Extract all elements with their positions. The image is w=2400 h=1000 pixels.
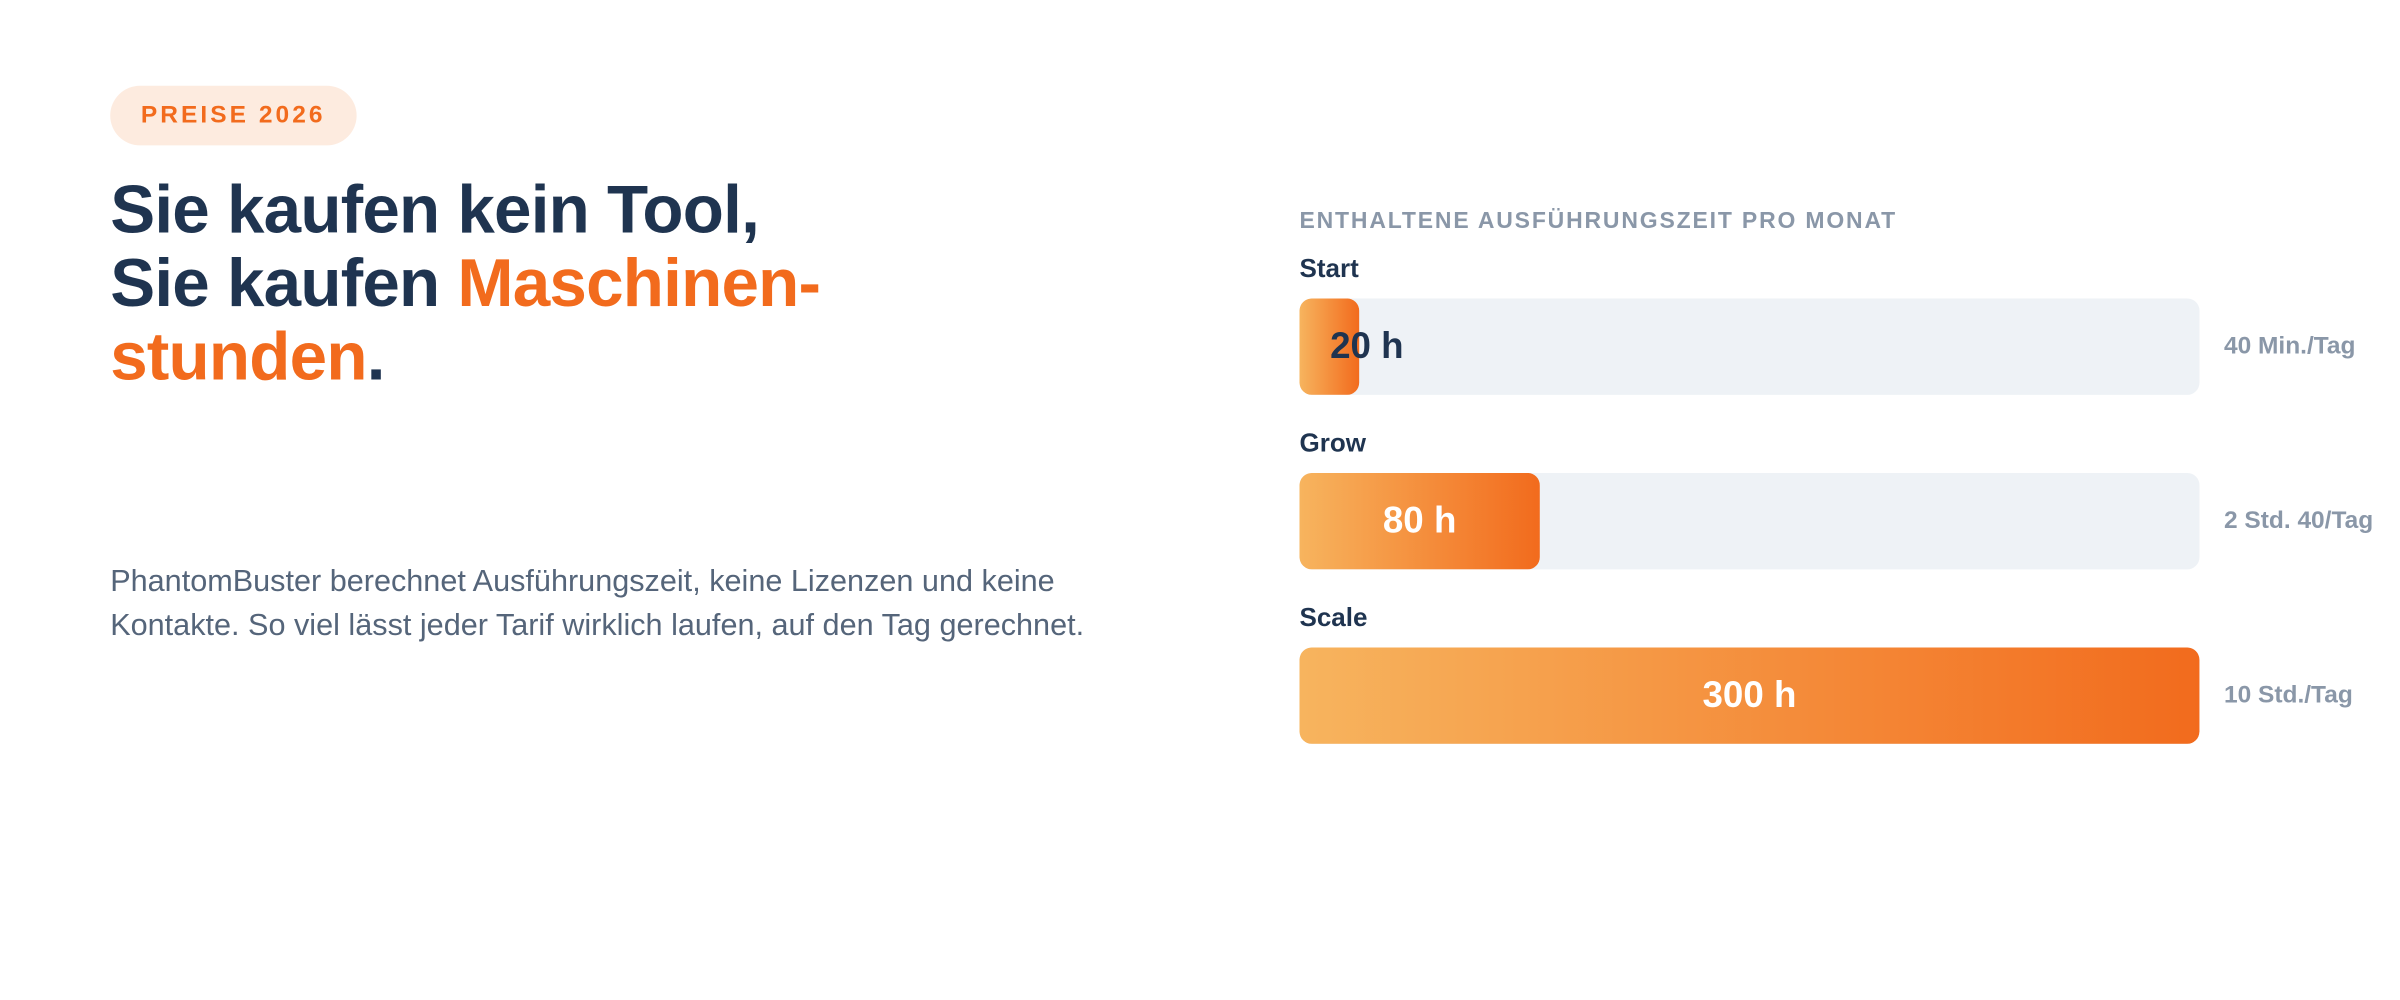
tier-start: Start 20 h 40 Min./Tag	[1299, 254, 2400, 401]
tier-name: Start	[1299, 254, 1359, 284]
usage-bar-value: 80 h	[1382, 500, 1457, 542]
per-day-label: 2 Std. 40/Tag	[2223, 508, 2374, 535]
usage-bar-track: 300 h	[1299, 647, 2200, 744]
usage-bar-value: 20 h	[1330, 326, 1404, 368]
usage-bar-fill	[1299, 298, 1360, 395]
headline-line-1: Sie kaufen kein Tool,	[110, 172, 760, 248]
headline-line-2-prefix: Sie kaufen	[110, 246, 458, 322]
usage-bar-track: 20 h	[1299, 298, 2200, 395]
usage-bar-fill	[1299, 647, 2200, 744]
per-day-label: 40 Min./Tag	[2223, 333, 2356, 360]
usage-bar-fill	[1299, 472, 1540, 570]
usage-bar-value: 300 h	[1702, 674, 1797, 717]
tiers-heading: ENTHALTENE AUSFÜHRUNGSZEIT PRO MONAT	[1299, 208, 1898, 235]
usage-bar-track: 80 h	[1299, 472, 2200, 570]
pricing-badge: PREISE 2026	[110, 85, 357, 146]
headline-line-3-accent: stunden	[110, 319, 367, 395]
intro-text: PhantomBuster berechnet Ausführungszeit,…	[110, 564, 1085, 643]
page-title: Sie kaufen kein Tool, Sie kaufen Maschin…	[110, 174, 1059, 394]
tier-name: Grow	[1299, 428, 1366, 458]
tier-name: Scale	[1299, 603, 1368, 633]
per-day-label: 10 Std./Tag	[2223, 682, 2353, 709]
headline-line-2-accent: Maschinen-	[457, 246, 821, 322]
tier-grow: Grow 80 h 2 Std. 40/Tag	[1299, 429, 2400, 576]
headline-line-3-suffix: .	[366, 319, 386, 395]
tier-scale: Scale 300 h 10 Std./Tag	[1299, 603, 2400, 750]
